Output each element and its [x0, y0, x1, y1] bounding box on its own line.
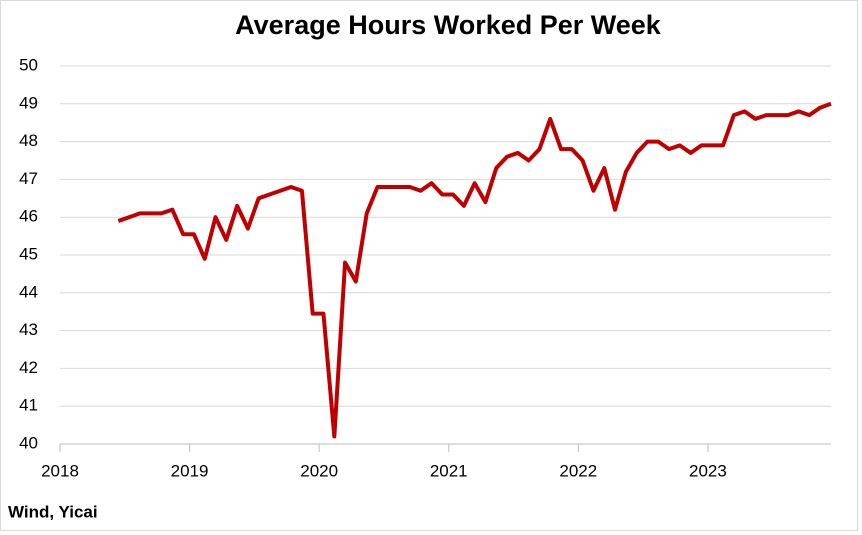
y-tick-label: 43 — [19, 320, 38, 339]
chart-title: Average Hours Worked Per Week — [235, 10, 662, 40]
y-tick-label: 45 — [19, 244, 38, 263]
y-tick-label: 47 — [19, 169, 38, 188]
x-tick-label: 2022 — [559, 461, 597, 480]
x-tick-label: 2018 — [41, 461, 79, 480]
y-tick-label: 48 — [19, 131, 38, 150]
y-tick-label: 49 — [19, 93, 38, 112]
x-tick-label: 2021 — [430, 461, 468, 480]
data-line — [117, 101, 832, 439]
y-tick-label: 41 — [19, 396, 38, 415]
y-tick-label: 44 — [19, 282, 38, 301]
y-tick-label: 42 — [19, 358, 38, 377]
y-tick-label: 46 — [19, 207, 38, 226]
x-tick-label: 2020 — [300, 461, 338, 480]
x-tick-label: 2023 — [689, 461, 727, 480]
y-tick-label: 50 — [19, 55, 38, 74]
x-tick-label: 2019 — [171, 461, 209, 480]
source-note: Wind, Yicai — [8, 502, 98, 521]
y-tick-label: 40 — [19, 433, 38, 452]
